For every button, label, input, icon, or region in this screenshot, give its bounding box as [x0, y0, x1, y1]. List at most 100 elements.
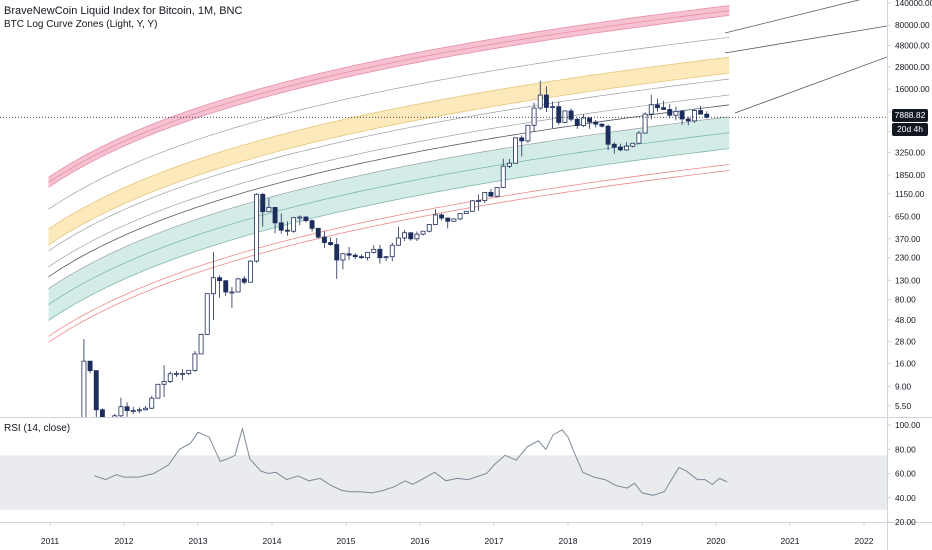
candle-body	[414, 233, 420, 240]
candle-body	[654, 104, 660, 109]
candle-body	[383, 256, 389, 259]
candle-body	[698, 110, 704, 115]
candle-body	[377, 248, 383, 259]
candle-body	[143, 407, 149, 411]
rsi-tick-label: 80.00	[895, 444, 916, 454]
candle-body	[241, 278, 247, 283]
candle-body	[494, 187, 500, 197]
extension-ray-0	[724, 0, 861, 34]
time-tick-label: 2015	[337, 536, 356, 546]
candle-body	[346, 253, 352, 256]
candle-body	[630, 142, 636, 147]
candle-body	[562, 110, 568, 123]
candle-body	[99, 409, 105, 417]
candle-body	[519, 137, 525, 142]
candle-body	[352, 254, 358, 258]
candle-body	[235, 278, 241, 293]
candle-body	[93, 370, 99, 411]
candle-body	[303, 216, 309, 222]
candle-body	[513, 137, 519, 164]
candle-body	[408, 232, 414, 240]
rsi-tick-label: 60.00	[895, 469, 916, 479]
grey-curve-2	[48, 94, 730, 268]
candle-body	[204, 293, 210, 335]
candle-body	[673, 110, 679, 116]
time-tick-label: 2012	[115, 536, 134, 546]
candle-body	[525, 124, 531, 142]
candle-body	[395, 237, 401, 246]
candle-body	[648, 104, 654, 115]
candle-body	[297, 216, 303, 219]
candle-body	[155, 383, 161, 399]
price-tick-label: 9.00	[895, 381, 912, 391]
candle-body	[550, 106, 556, 109]
candle-body	[679, 110, 685, 120]
candle-body	[482, 191, 488, 201]
rsi-band	[0, 455, 887, 510]
candle-body	[309, 220, 315, 229]
candle-body	[463, 210, 469, 214]
candle-body	[661, 107, 667, 110]
candle-body	[500, 165, 506, 188]
yellow-curve-1	[48, 56, 730, 230]
grey-curve-0	[48, 36, 730, 210]
candle-body	[568, 110, 574, 120]
candle-body	[328, 242, 334, 245]
time-tick-label: 2016	[411, 536, 430, 546]
candle-body	[587, 117, 593, 123]
candle-body	[87, 360, 93, 372]
time-tick-label: 2019	[633, 536, 652, 546]
chart-title: BraveNewCoin Liquid Index for Bitcoin, 1…	[4, 5, 243, 17]
candle-body	[173, 372, 179, 375]
candle-body	[543, 94, 549, 108]
time-tick-label: 2018	[559, 536, 578, 546]
pink-curve-2	[48, 5, 730, 178]
price-tick-label: 80.00	[895, 295, 916, 305]
candle-body	[488, 191, 494, 197]
price-tick-label: 48.00	[895, 315, 916, 325]
time-tick-label: 2021	[781, 536, 800, 546]
time-tick-label: 2020	[707, 536, 726, 546]
red-curve-1	[48, 170, 730, 343]
candle-body	[685, 118, 691, 122]
time-tick-label: 2014	[263, 536, 282, 546]
candle-body	[617, 146, 623, 151]
rsi-tick-label: 20.00	[895, 517, 916, 527]
candle-body	[371, 248, 377, 253]
candle-body	[365, 251, 371, 259]
candle-body	[334, 244, 340, 261]
price-tick-label: 1150.00	[895, 189, 925, 199]
candle-body	[210, 277, 216, 295]
candle-body	[130, 410, 136, 412]
candle-body	[556, 106, 562, 123]
candle-body	[81, 360, 87, 417]
grey-curve-3	[48, 116, 730, 289]
candle-body	[476, 200, 482, 202]
candle-body	[704, 113, 710, 118]
candle-body	[432, 214, 438, 225]
yellow-curve-0	[48, 72, 730, 246]
candle-body	[180, 372, 186, 375]
candle-body	[605, 125, 611, 145]
pink-curve-1	[48, 10, 730, 183]
red-curve-0	[48, 164, 730, 337]
candle-body	[531, 107, 537, 126]
candle-body	[315, 227, 321, 238]
zone-yellow	[48, 57, 730, 246]
candle-body	[420, 230, 426, 235]
zone-green	[48, 116, 730, 321]
candle-body	[161, 381, 167, 385]
extension-ray-2	[734, 56, 887, 114]
price-tick-label: 370.00	[895, 234, 921, 244]
candle-body	[537, 94, 543, 109]
candle-body	[254, 193, 260, 262]
rsi-label: RSI (14, close)	[4, 423, 71, 434]
time-tick-label: 2017	[485, 536, 504, 546]
price-tick-label: 1850.00	[895, 170, 925, 180]
candle-body	[574, 118, 580, 126]
candle-body	[445, 217, 451, 222]
main-curve	[48, 104, 730, 278]
candle-body	[112, 415, 118, 417]
candle-body	[118, 406, 124, 417]
